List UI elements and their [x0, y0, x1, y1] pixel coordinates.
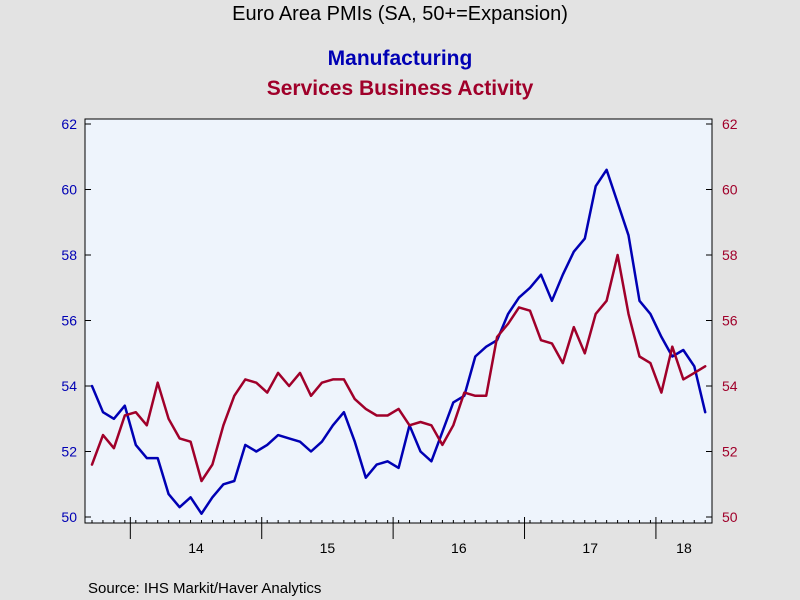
y-tick-label-left: 50 [61, 509, 77, 525]
y-tick-label-right: 54 [722, 378, 738, 394]
y-tick-label-left: 60 [61, 182, 77, 198]
series-line-services [90, 253, 707, 483]
y-tick-label-right: 62 [722, 116, 738, 132]
y-tick-label-left: 62 [61, 116, 77, 132]
legend-manufacturing: Manufacturing [328, 47, 473, 70]
y-tick-label-right: 50 [722, 509, 738, 525]
x-tick-label: 15 [320, 540, 336, 556]
x-tick-label: 17 [582, 540, 598, 556]
y-tick-label-right: 52 [722, 444, 738, 460]
y-tick-label-left: 58 [61, 247, 77, 263]
chart-title: Euro Area PMIs (SA, 50+=Expansion) [232, 3, 568, 25]
x-tick-label: 16 [451, 540, 467, 556]
x-tick-label: 14 [188, 540, 204, 556]
y-tick-label-left: 56 [61, 313, 77, 329]
y-tick-label-left: 52 [61, 444, 77, 460]
plot-area [84, 118, 713, 524]
y-tick-label-right: 58 [722, 247, 738, 263]
y-tick-label-right: 56 [722, 313, 738, 329]
series-line-manufacturing [90, 168, 707, 515]
x-tick-label: 18 [676, 540, 692, 556]
source-note: Source: IHS Markit/Haver Analytics [88, 580, 321, 597]
y-tick-label-right: 60 [722, 182, 738, 198]
y-tick-label-left: 54 [61, 378, 77, 394]
legend-services: Services Business Activity [267, 77, 534, 100]
